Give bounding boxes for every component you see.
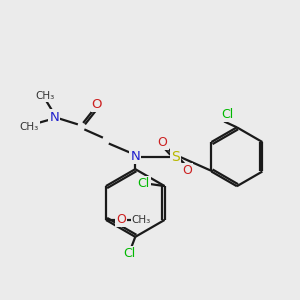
Text: Cl: Cl bbox=[221, 108, 233, 121]
Text: CH₃: CH₃ bbox=[36, 91, 55, 101]
Text: O: O bbox=[158, 136, 168, 149]
Text: Cl: Cl bbox=[123, 247, 136, 260]
Text: O: O bbox=[182, 164, 192, 177]
Text: N: N bbox=[50, 110, 59, 124]
Text: O: O bbox=[92, 98, 102, 111]
Text: CH₃: CH₃ bbox=[132, 215, 151, 225]
Text: Cl: Cl bbox=[137, 177, 149, 190]
Text: O: O bbox=[116, 213, 126, 226]
Text: N: N bbox=[130, 150, 140, 163]
Text: S: S bbox=[171, 150, 179, 164]
Text: CH₃: CH₃ bbox=[20, 122, 39, 132]
